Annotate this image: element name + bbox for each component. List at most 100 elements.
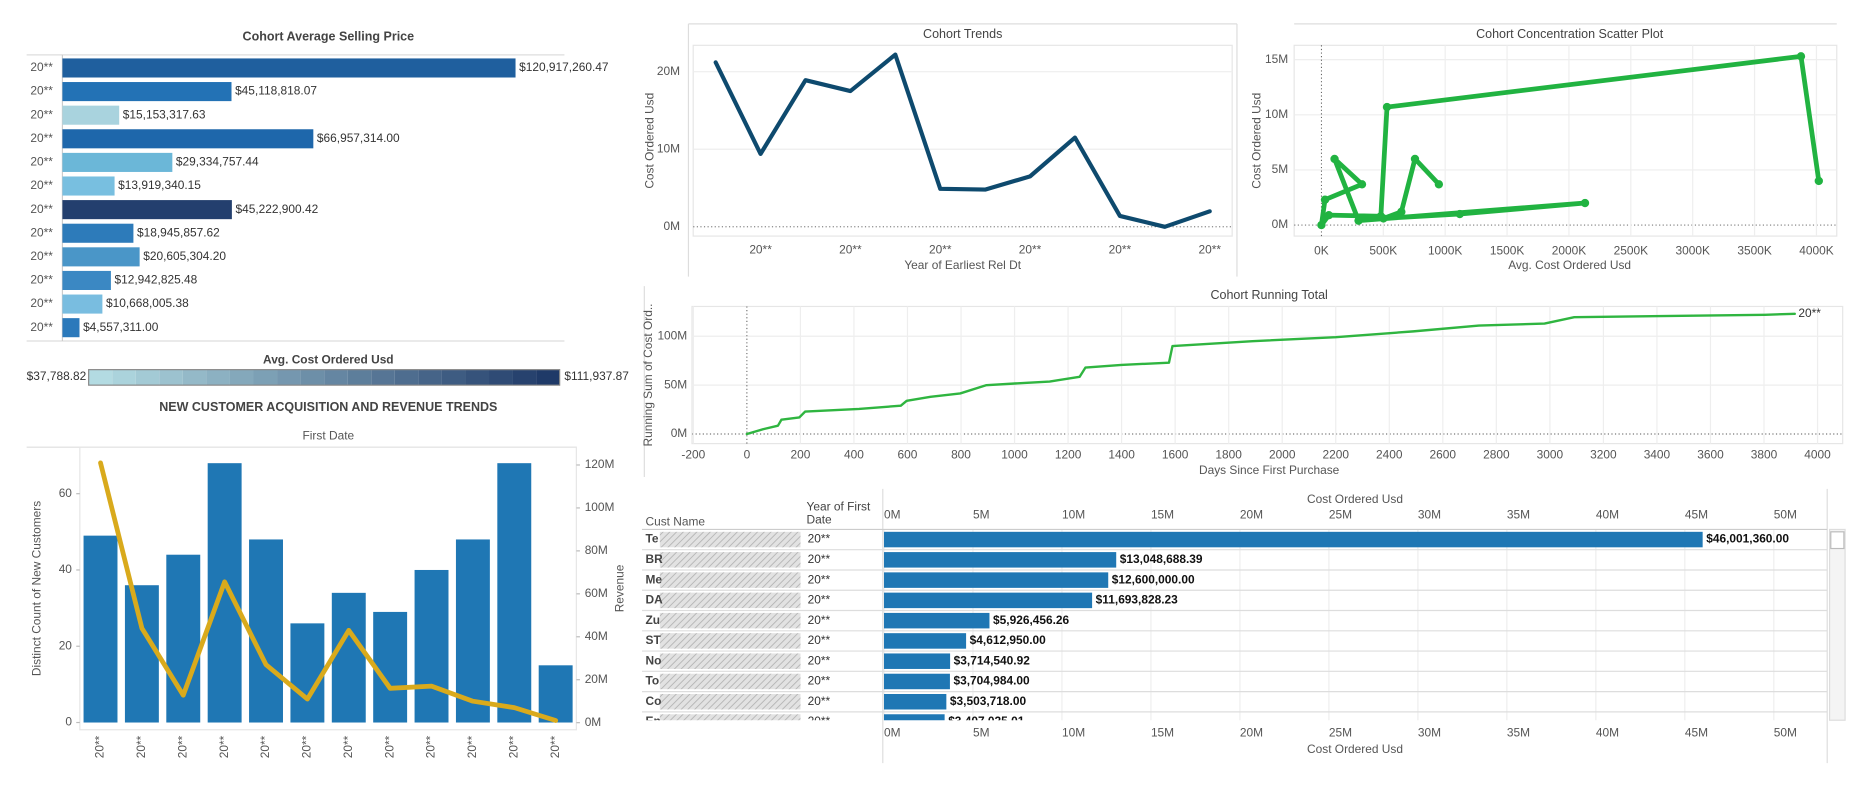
category-label: 20** xyxy=(30,320,53,334)
masked-name xyxy=(659,552,801,568)
bar xyxy=(62,200,232,220)
legend-swatch xyxy=(253,369,278,386)
x-tick-label: 20** xyxy=(749,243,772,257)
x-tick-label: 2000K xyxy=(1552,244,1586,258)
category-label: 20** xyxy=(30,178,53,192)
scrollbar-track[interactable] xyxy=(1828,528,1846,721)
bar xyxy=(883,531,1703,548)
y-tick-label: 10M xyxy=(657,141,680,155)
y-tick-label: 5M xyxy=(1272,162,1289,176)
y-tick-label: 15M xyxy=(1265,52,1288,66)
x-tick-label: 3800 xyxy=(1751,448,1778,462)
y-tick-label: 0M xyxy=(1272,217,1289,231)
cust-name: To xyxy=(646,674,660,688)
x-tick-label: 50M xyxy=(1774,725,1797,739)
x-tick-label: 20** xyxy=(424,735,438,758)
bar xyxy=(538,665,573,723)
x-tick-label: 2600 xyxy=(1430,448,1457,462)
line xyxy=(745,312,1796,436)
bar xyxy=(62,105,120,125)
value-label: $4,612,950.00 xyxy=(970,633,1047,647)
x-tick-label: 20** xyxy=(341,735,355,758)
masked-name xyxy=(659,653,801,669)
connecting-line xyxy=(1319,53,1822,228)
x-tick-label: 35M xyxy=(1507,725,1530,739)
x-tick-label: 2200 xyxy=(1322,448,1349,462)
x-tick-label: 0K xyxy=(1314,244,1329,258)
value-label: $29,334,757.44 xyxy=(176,155,259,169)
x-tick-label: 25M xyxy=(1329,507,1352,521)
legend-scale xyxy=(88,369,561,386)
plot-area xyxy=(692,44,1233,237)
legend-swatch xyxy=(229,369,254,386)
y-tick-label: 20 xyxy=(59,638,73,652)
masked-name xyxy=(659,693,801,710)
bar xyxy=(883,673,950,690)
cust-name: Te xyxy=(646,532,659,546)
y2-tick-label: 100M xyxy=(585,500,615,514)
bar xyxy=(62,294,103,314)
table-body: Te 20** $46,001,360.00 BR 20** $13,048,688.39… xyxy=(641,531,1828,728)
cust-name: En xyxy=(646,714,661,728)
x-tick-label: 1500K xyxy=(1490,244,1524,258)
bar xyxy=(62,129,314,149)
x-tick-label: 3000K xyxy=(1675,244,1709,258)
value-label: $4,557,311.00 xyxy=(83,320,159,334)
y2-tick-label: 0M xyxy=(585,715,602,729)
x-tick-label: 45M xyxy=(1685,725,1708,739)
cust-name: No xyxy=(646,653,662,667)
legend-swatch xyxy=(324,369,348,386)
legend-swatch xyxy=(536,369,560,386)
year-cell: 20** xyxy=(808,552,831,566)
y2-tick-label: 40M xyxy=(585,629,608,643)
x-tick-label: 1800 xyxy=(1215,448,1242,462)
value-label: $3,503,718.00 xyxy=(950,694,1027,708)
chart-title: NEW CUSTOMER ACQUISITION AND REVENUE TRE… xyxy=(159,400,497,414)
chart-title: Cohort Concentration Scatter Plot xyxy=(1476,27,1664,41)
x-axis-title: Cost Ordered Usd xyxy=(1307,742,1403,756)
y-tick-label: 60 xyxy=(59,486,73,500)
x-tick-label: 25M xyxy=(1329,725,1352,739)
cust-name: DA xyxy=(646,593,664,607)
x-tick-label: 20** xyxy=(175,735,189,758)
y2-tick-label: 120M xyxy=(585,457,615,471)
value-label: $10,668,005.38 xyxy=(106,296,189,310)
x-tick-label: 30M xyxy=(1418,507,1441,521)
y-axis-title: Distinct Count of New Customers xyxy=(30,501,44,676)
x-axis-title: Year of Earliest Rel Dt xyxy=(904,258,1021,272)
value-label: $18,945,857.62 xyxy=(137,225,220,239)
x-tick-label: 1200 xyxy=(1055,448,1082,462)
x-tick-label: 45M xyxy=(1685,507,1708,521)
y-tick-label: 10M xyxy=(1265,107,1288,121)
category-label: 20** xyxy=(30,296,53,310)
x-tick-label: 20** xyxy=(258,735,272,758)
legend-swatch xyxy=(277,369,301,386)
bar xyxy=(883,572,1109,588)
point xyxy=(1320,195,1330,204)
masked-name xyxy=(659,531,801,548)
column-header-box: Year of First Date xyxy=(806,501,870,527)
x-tick-label: 1400 xyxy=(1108,448,1135,462)
masked-name xyxy=(659,633,801,649)
point xyxy=(1376,212,1385,221)
x-tick-label: 20** xyxy=(465,735,479,758)
y-tick-label: 50M xyxy=(664,377,687,391)
legend-swatch xyxy=(394,369,419,386)
legend-swatch xyxy=(159,369,183,386)
scrollbar-thumb[interactable] xyxy=(1830,531,1845,550)
column-header: Cust Name xyxy=(646,514,706,528)
x-tick-label: 3600 xyxy=(1697,448,1724,462)
bar xyxy=(62,176,115,196)
x-tick-label: 5M xyxy=(973,725,990,739)
year-cell: 20** xyxy=(808,674,831,688)
point xyxy=(1324,210,1334,220)
x-tick-label: 20** xyxy=(217,735,231,758)
year-cell: 20** xyxy=(808,694,831,708)
value-label: $120,917,260.47 xyxy=(519,60,609,74)
year-cell: 20** xyxy=(808,613,831,627)
x-tick-label: 500K xyxy=(1369,244,1397,258)
value-label: $13,919,340.15 xyxy=(118,178,201,192)
y-tick-label: 20M xyxy=(657,64,680,78)
x-tick-label: 20** xyxy=(300,735,314,758)
